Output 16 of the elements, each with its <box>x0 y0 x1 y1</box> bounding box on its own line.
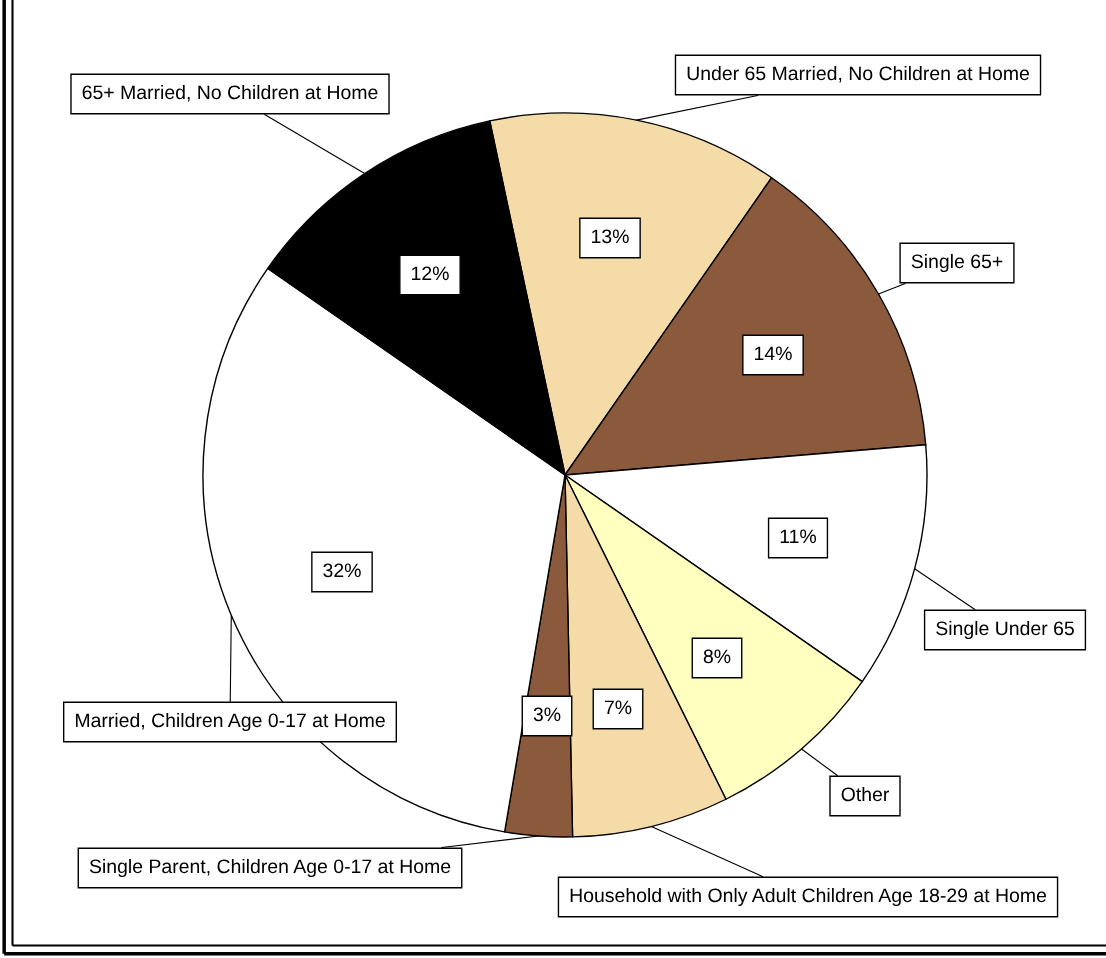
data-label: 14% <box>755 346 792 361</box>
slice-label: Single Parent, Children Age 0-17 at Home <box>89 858 451 878</box>
data-label: 11% <box>780 529 817 544</box>
slice-label: Other <box>841 786 889 802</box>
data-label: 12% <box>412 266 449 281</box>
slice-label: Household with Only Adult Children Age 18-29 at Home <box>570 887 1047 907</box>
data-label: 13% <box>592 229 629 244</box>
slice-label: Married, Children Age 0-17 at Home <box>75 712 385 732</box>
data-label: 8% <box>703 649 731 664</box>
data-label: 3% <box>533 707 561 722</box>
data-label: 32% <box>323 563 361 578</box>
slice-label: 65+ Married, No Children at Home <box>82 84 378 102</box>
slice-label: Under 65 Married, No Children at Home <box>687 65 1029 83</box>
data-label: 7% <box>604 700 632 715</box>
slice-label: Single 65+ <box>911 253 1003 273</box>
slice-label: Single Under 65 <box>936 620 1074 640</box>
